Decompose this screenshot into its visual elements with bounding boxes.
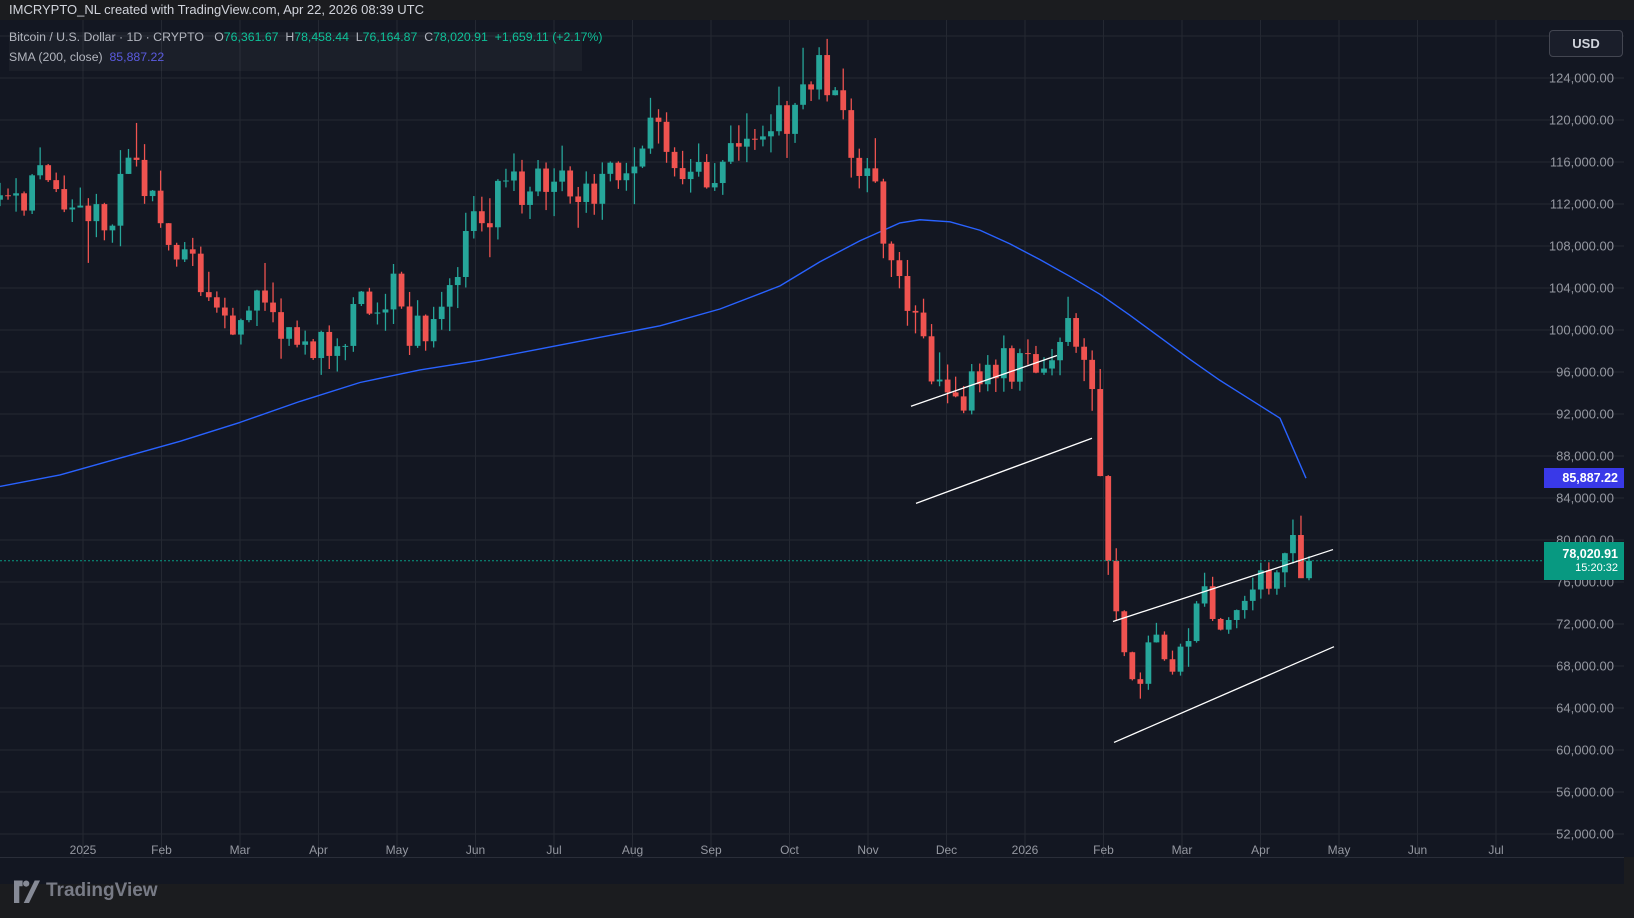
svg-text:Feb: Feb [151,843,172,857]
svg-text:Jun: Jun [466,843,485,857]
svg-text:May: May [386,843,409,857]
svg-text:Mar: Mar [1172,843,1193,857]
svg-text:Sep: Sep [700,843,722,857]
svg-text:2025: 2025 [70,843,97,857]
svg-text:Mar: Mar [230,843,251,857]
svg-text:Apr: Apr [1251,843,1270,857]
svg-text:Apr: Apr [309,843,328,857]
svg-text:Jun: Jun [1408,843,1427,857]
svg-text:Oct: Oct [780,843,799,857]
svg-text:Jul: Jul [546,843,561,857]
svg-text:Nov: Nov [857,843,878,857]
svg-text:Feb: Feb [1093,843,1114,857]
svg-text:Dec: Dec [936,843,957,857]
svg-text:Aug: Aug [622,843,643,857]
svg-text:Jul: Jul [1488,843,1503,857]
svg-text:2026: 2026 [1012,843,1039,857]
svg-text:May: May [1328,843,1351,857]
